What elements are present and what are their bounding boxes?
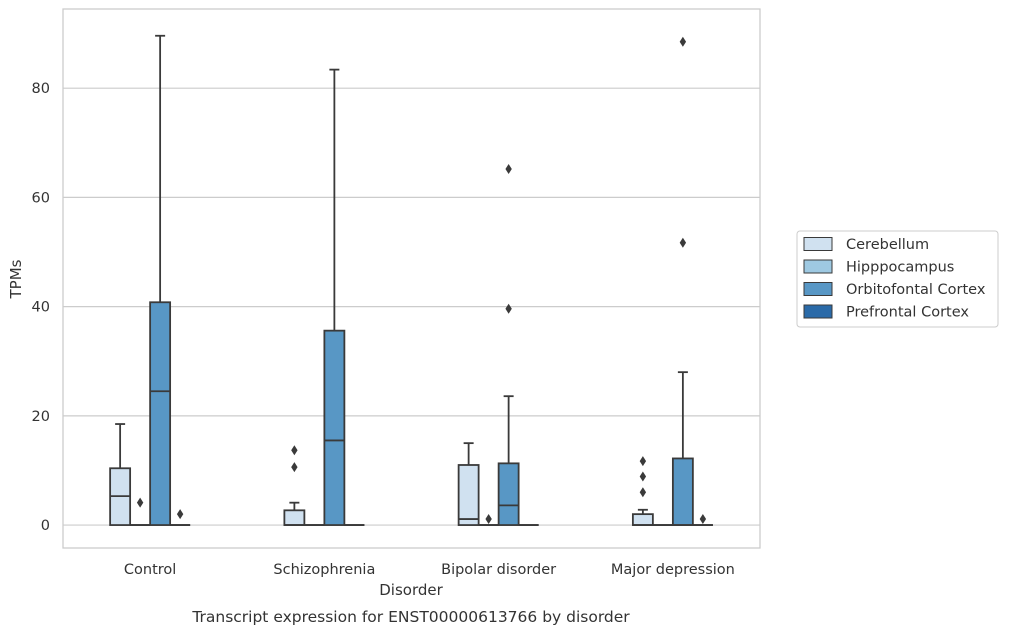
outlier-point [291, 445, 298, 456]
box-body [497, 462, 520, 526]
legend-item: Hipppocampus [803, 259, 954, 276]
y-axis-label: TPMs [7, 259, 25, 299]
box [478, 514, 499, 526]
outlier-point [699, 514, 707, 525]
y-tick-label: 20 [32, 409, 50, 425]
legend-label: Prefrontal Cortex [846, 305, 969, 321]
series-cerebellum [109, 423, 654, 526]
box-body [457, 464, 480, 526]
box [149, 34, 172, 526]
legend-swatch [803, 304, 833, 319]
x-axis-ticks: Control Schizophrenia Bipolar disorder Majo… [124, 562, 735, 578]
outlier-point [639, 456, 647, 467]
outlier-point [679, 36, 687, 47]
legend-label: Cerebellum [846, 237, 929, 253]
legend: Cerebellum Hipppocampus Orbitofontal Corte… [796, 230, 999, 328]
outlier-point [485, 514, 492, 525]
legend-item: Cerebellum [803, 237, 929, 253]
outlier-point [176, 509, 184, 520]
box [631, 456, 654, 526]
legend-swatch [803, 282, 833, 296]
box [170, 509, 191, 526]
y-tick-label: 0 [41, 518, 50, 534]
plot-frame [62, 8, 761, 549]
box [497, 164, 520, 526]
box [323, 68, 346, 526]
box [109, 423, 132, 526]
x-tick-label: Major depression [611, 562, 735, 578]
y-tick-label: 60 [32, 190, 50, 206]
legend-label: Hipppocampus [846, 260, 954, 276]
legend-item: Orbitofontal Cortex [803, 282, 986, 298]
legend-swatch [803, 237, 833, 251]
series-orbitofontal-cortex [149, 34, 694, 526]
box-body [631, 513, 654, 526]
plot-area [109, 34, 713, 526]
box [671, 36, 694, 526]
box-body [283, 509, 306, 526]
box [457, 442, 480, 526]
x-tick-label: Bipolar disorder [441, 562, 556, 578]
outlier-point [505, 164, 512, 175]
series-hipppocampus [130, 497, 673, 526]
outlier-point [679, 237, 687, 248]
x-axis-label: Disorder [379, 581, 443, 599]
box-body [323, 329, 346, 526]
box-body [149, 301, 172, 526]
y-tick-label: 80 [32, 81, 50, 97]
legend-label: Orbitofontal Cortex [846, 282, 986, 298]
outlier-point [639, 487, 647, 498]
box [692, 514, 713, 526]
y-tick-label: 40 [32, 300, 50, 316]
y-axis-ticks: 0 20 40 60 80 [32, 81, 50, 534]
box-body [671, 457, 694, 526]
x-tick-label: Control [124, 562, 176, 578]
series-prefrontal-cortex [170, 509, 713, 526]
legend-swatch [803, 259, 833, 274]
outlier-point [291, 462, 298, 473]
outlier-point [639, 471, 647, 482]
x-tick-label: Schizophrenia [273, 562, 375, 578]
legend-item: Prefrontal Cortex [803, 304, 969, 321]
outlier-point [136, 497, 144, 508]
legend-frame [796, 230, 999, 328]
chart-caption: Transcript expression for ENST0000061376… [191, 608, 630, 626]
box [283, 445, 306, 526]
outlier-point [505, 303, 512, 314]
box [130, 497, 151, 526]
